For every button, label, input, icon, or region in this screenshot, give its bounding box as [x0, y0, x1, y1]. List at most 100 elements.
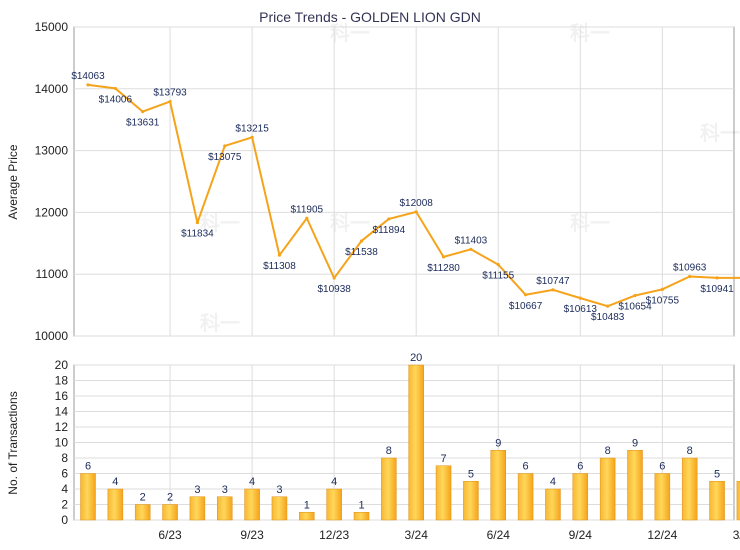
price-point [277, 253, 282, 257]
watermark: 科一 [200, 211, 240, 235]
price-point [660, 287, 664, 291]
transaction-bar [244, 488, 260, 521]
price-point [387, 217, 391, 221]
transaction-data-label: 7 [440, 453, 446, 465]
price-plot-area [73, 26, 735, 337]
price-data-label: $11834 [181, 229, 214, 240]
price-data-label: $10963 [673, 262, 707, 273]
transaction-bar [107, 488, 124, 521]
transaction-bar [517, 473, 534, 521]
transaction-bar [736, 481, 740, 521]
price-data-label: $11894 [373, 225, 406, 236]
transactions-y-tick-label: 20 [55, 358, 69, 372]
transaction-data-label: 2 [140, 492, 146, 504]
watermark: 科一 [570, 211, 610, 235]
chart-title: Price Trends - GOLDEN LION GDN [259, 9, 481, 25]
transaction-data-label: 3 [276, 484, 282, 496]
price-y-tick-label: 12000 [35, 205, 69, 219]
x-tick-label: 12/23 [319, 528, 349, 542]
price-point [168, 99, 172, 104]
price-point [250, 135, 254, 139]
transaction-bar [545, 488, 561, 521]
price-data-label: $10483 [591, 312, 625, 323]
transactions-y-tick-label: 10 [55, 436, 69, 450]
price-data-label: $14063 [71, 71, 105, 82]
transaction-data-label: 4 [550, 476, 556, 488]
price-data-label: $11308 [263, 261, 296, 272]
transaction-bar [572, 473, 589, 521]
price-data-label: $10613 [564, 304, 598, 315]
price-point [414, 210, 418, 214]
transaction-bar [599, 457, 616, 521]
transaction-bar [353, 512, 370, 521]
price-data-label: $11155 [482, 271, 514, 282]
transaction-bar [627, 450, 643, 521]
transactions-axis-label: No. of Transactions [6, 391, 20, 494]
transaction-data-label: 6 [523, 461, 529, 473]
price-point [223, 144, 227, 148]
transaction-bar [681, 457, 698, 521]
transactions-y-tick-label: 16 [55, 389, 69, 403]
transaction-data-label: 4 [112, 476, 118, 488]
transaction-bar [299, 512, 315, 521]
price-data-label: $11280 [427, 263, 460, 274]
transaction-data-label: 9 [495, 437, 501, 449]
transactions-y-tick-label: 18 [55, 374, 69, 388]
transaction-bar [271, 496, 288, 521]
price-data-label: $10667 [509, 301, 543, 312]
transaction-data-label: 6 [577, 461, 583, 473]
price-point [578, 296, 582, 300]
price-data-label: $13631 [126, 118, 160, 129]
transaction-bar [709, 481, 725, 521]
watermark: 科一 [200, 311, 240, 335]
price-point [113, 86, 117, 91]
x-tick-label: 9/24 [569, 528, 593, 542]
transaction-data-label: 8 [386, 445, 392, 457]
x-tick-label: 12/24 [647, 528, 677, 542]
transaction-bar [80, 473, 96, 521]
price-point [86, 83, 90, 87]
transactions-y-tick-label: 0 [61, 513, 68, 527]
transaction-data-label: 20 [410, 352, 422, 364]
price-data-label: $10654 [618, 302, 652, 313]
transaction-data-label: 8 [605, 445, 611, 457]
price-point [688, 274, 692, 279]
price-point [441, 255, 446, 259]
price-y-tick-label: 15000 [35, 20, 69, 34]
transaction-bar [463, 481, 479, 521]
price-data-label: $10941 [700, 284, 734, 295]
transaction-data-label: 4 [249, 476, 255, 488]
transaction-bar [217, 496, 233, 521]
price-point [305, 216, 309, 220]
transaction-data-label: 5 [714, 468, 720, 480]
price-point [359, 239, 364, 243]
watermark: 科一 [700, 121, 740, 145]
transaction-data-label: 6 [85, 461, 91, 473]
transaction-bar [435, 465, 452, 521]
transaction-data-label: 3 [222, 484, 228, 496]
transactions-y-tick-label: 14 [55, 405, 69, 419]
price-point [715, 276, 719, 280]
transaction-data-label: 8 [687, 445, 693, 457]
price-data-label: $10755 [646, 295, 680, 306]
transaction-data-label: 1 [358, 499, 364, 511]
price-data-label: $11905 [290, 204, 323, 215]
x-tick-label: 3/25 [733, 528, 740, 542]
transaction-data-label: 9 [632, 437, 638, 449]
price-data-label: $13793 [153, 88, 187, 99]
transaction-bar [408, 364, 424, 521]
transaction-data-label: 5 [468, 468, 474, 480]
price-point [496, 263, 500, 267]
price-point [332, 276, 336, 280]
price-data-label: $10747 [536, 276, 570, 287]
transaction-data-label: 4 [331, 476, 337, 488]
price-point [469, 247, 473, 251]
transaction-bar [134, 504, 151, 521]
transactions-y-tick-label: 4 [61, 482, 68, 496]
price-data-label: $12008 [400, 198, 434, 209]
transaction-data-label: 1 [304, 499, 310, 511]
price-y-tick-label: 11000 [36, 267, 69, 281]
price-data-label: $11403 [455, 235, 488, 246]
price-data-label: $11538 [345, 247, 378, 258]
